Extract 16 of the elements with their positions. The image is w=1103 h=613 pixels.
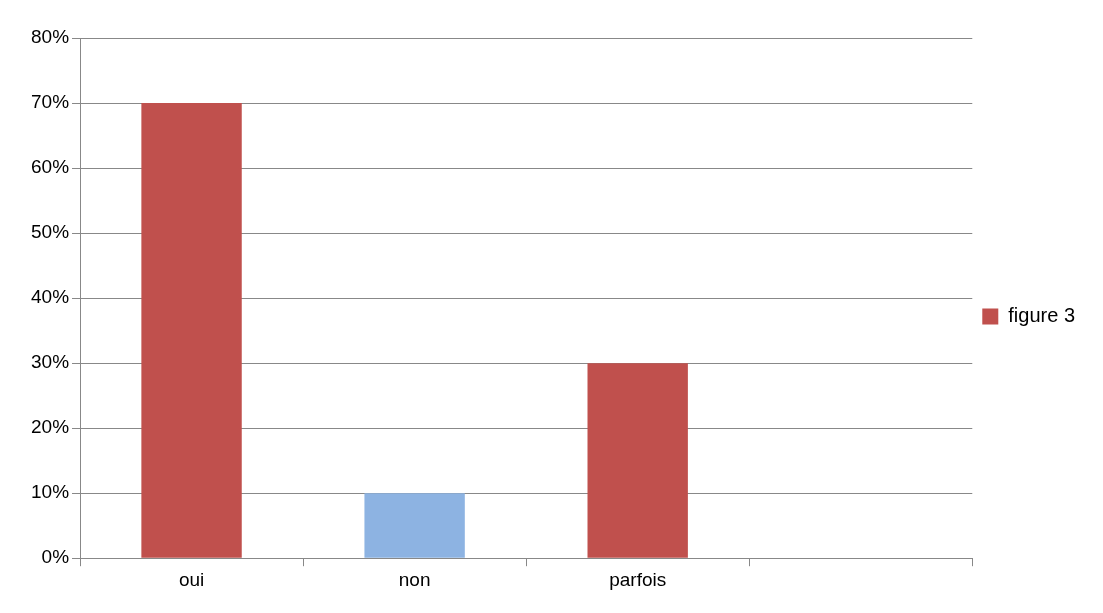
y-tick-label: 0% [41,546,70,568]
x-tick-label: non [398,568,431,590]
x-tick-label: parfois [609,568,667,590]
y-tick-label: 10% [31,481,70,503]
y-tick-label: 50% [31,221,70,243]
bar [141,103,242,558]
bar [364,493,465,558]
legend-label: figure 3 [1008,304,1076,327]
y-tick-label: 60% [31,156,70,178]
y-tick-label: 30% [31,351,70,373]
y-tick-label: 40% [31,286,70,308]
x-tick-label: oui [178,568,205,590]
y-tick-label: 70% [31,91,70,113]
y-tick-label: 80% [31,26,70,48]
y-tick-label: 20% [31,416,70,438]
bar [587,363,688,558]
